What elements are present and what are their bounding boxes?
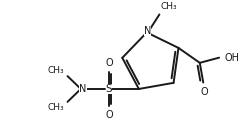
Text: S: S xyxy=(106,84,112,94)
Text: CH₃: CH₃ xyxy=(48,103,65,112)
Text: O: O xyxy=(105,110,113,120)
Text: O: O xyxy=(105,58,113,68)
Text: N: N xyxy=(79,84,86,94)
Text: O: O xyxy=(200,86,208,96)
Text: N: N xyxy=(144,26,151,36)
Text: CH₃: CH₃ xyxy=(48,66,65,75)
Text: OH: OH xyxy=(224,53,239,63)
Text: CH₃: CH₃ xyxy=(161,3,177,11)
